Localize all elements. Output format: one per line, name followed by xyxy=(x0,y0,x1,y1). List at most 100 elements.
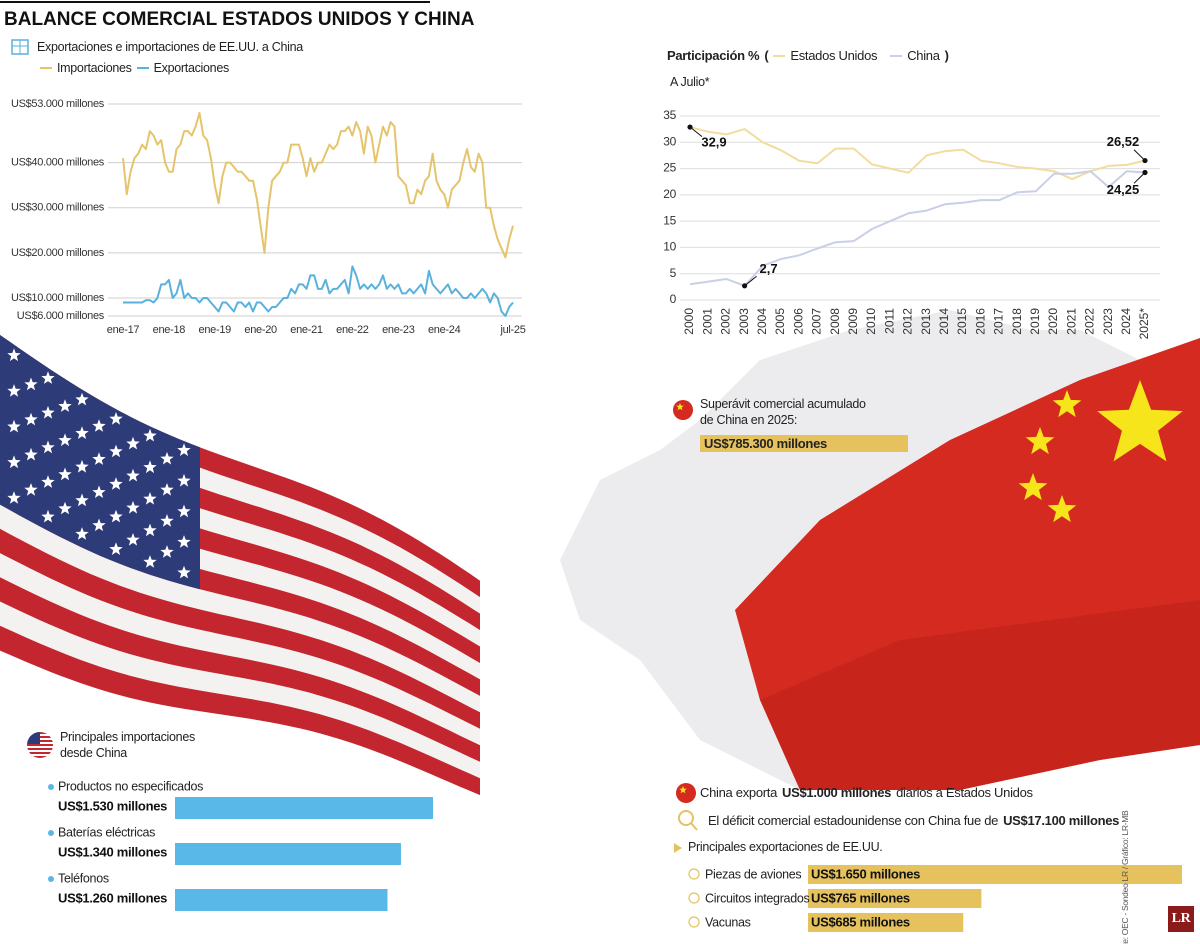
x-tick-label: 2025* xyxy=(1137,308,1151,340)
bar-chart-title: Principales exportaciones de EE.UU. xyxy=(688,840,883,854)
category-label: Piezas de aviones xyxy=(705,867,801,881)
flag-star xyxy=(143,492,157,505)
x-tick-label: 2023 xyxy=(1101,308,1115,335)
flag-star xyxy=(177,473,191,487)
deficit: El déficit comercial estadounidense con … xyxy=(708,813,1119,828)
legend: Importaciones Exportaciones xyxy=(40,61,229,75)
flag-star xyxy=(92,452,106,465)
y-tick-label: 25 xyxy=(663,161,676,175)
flag-star xyxy=(41,509,55,523)
icon-china xyxy=(676,783,696,803)
flag-star xyxy=(75,527,89,540)
legend-label: Estados Unidos xyxy=(790,48,878,63)
flag-star xyxy=(24,412,38,426)
y-tick-label: 35 xyxy=(663,108,676,122)
point-marker xyxy=(687,124,693,130)
data-label: 26,52 xyxy=(1107,134,1140,149)
text: El déficit comercial estadounidense con … xyxy=(708,813,999,828)
bar xyxy=(808,889,982,908)
item-icon xyxy=(688,892,700,904)
flag-star xyxy=(58,467,72,481)
flag-stripe xyxy=(0,504,480,713)
flag-star xyxy=(177,443,191,456)
title-text: Exportaciones e importaciones de EE.UU. … xyxy=(37,40,303,54)
text: diarios a Estados Unidos xyxy=(896,785,1033,800)
x-tick-label: 2001 xyxy=(700,308,714,335)
legend-swatch xyxy=(40,67,52,69)
flag-star xyxy=(41,371,55,384)
source: Fuente: OEC - Sondeo LR / Gráfico: LR-MB xyxy=(1120,810,1130,944)
item-icon xyxy=(688,868,700,880)
y-tick-label: US$30.000 millones xyxy=(11,202,105,214)
x-tick-label: 2009 xyxy=(846,308,860,335)
flag-star xyxy=(7,455,21,469)
x-tick-label: ene-21 xyxy=(290,324,323,336)
data-label: 24,25 xyxy=(1107,182,1140,197)
flag-star xyxy=(109,444,123,458)
legend-swatch xyxy=(136,67,149,69)
y-tick-label: US$20.000 millones xyxy=(11,247,105,259)
flag-star xyxy=(109,477,123,490)
flag-star xyxy=(126,468,140,482)
value-label: US$765 millones xyxy=(811,890,910,905)
line-series xyxy=(689,126,1146,181)
x-tick-label: 2017 xyxy=(992,308,1006,335)
line-series xyxy=(689,170,1146,287)
category-label: Productos no especificados xyxy=(58,779,203,793)
icon xyxy=(11,39,29,55)
legend-label: Exportaciones xyxy=(153,61,230,75)
icon-search xyxy=(678,810,694,826)
x-tick-label: ene-23 xyxy=(382,324,415,336)
flag-star xyxy=(1097,380,1183,462)
flag-star xyxy=(1025,427,1055,455)
flag-stripe xyxy=(0,335,480,598)
data-label: 2,7 xyxy=(760,261,778,276)
point-marker xyxy=(742,283,748,289)
bar xyxy=(175,843,401,865)
x-tick-label: 2024 xyxy=(1119,308,1133,335)
flag-stripe xyxy=(0,553,480,746)
legend: Participación % ( Estados Unidos China ) xyxy=(667,48,949,63)
flag-stripe xyxy=(0,601,480,779)
bracket: ) xyxy=(944,48,949,63)
value-label: US$1.530 millones xyxy=(58,798,167,813)
flag-china xyxy=(735,338,1200,790)
flag-star xyxy=(177,535,191,548)
icon-star xyxy=(676,403,684,411)
flag-star xyxy=(24,483,38,496)
flag-shade xyxy=(760,600,1200,790)
x-tick-label: 2016 xyxy=(973,308,987,335)
x-tick-label: 2005 xyxy=(773,308,787,335)
flag-star xyxy=(41,405,55,419)
x-tick-label: 2007 xyxy=(810,308,824,335)
flag-star xyxy=(177,565,191,579)
icon-china xyxy=(673,400,693,420)
x-tick-label: 2006 xyxy=(791,308,805,335)
flag-star xyxy=(160,451,174,465)
icon-search xyxy=(690,822,698,831)
flag-stripe xyxy=(0,407,480,647)
bracket: ( xyxy=(764,48,769,63)
text-bold: US$1.000 millones xyxy=(782,785,892,800)
logo: LR xyxy=(1168,906,1194,932)
x-tick-label: ene-17 xyxy=(107,324,140,336)
y-tick-label: 20 xyxy=(663,187,676,201)
chart-title: Exportaciones e importaciones de EE.UU. … xyxy=(10,37,303,57)
icon-stripe xyxy=(27,744,53,746)
text-bold: US$17.100 millones xyxy=(1003,813,1120,828)
point-marker xyxy=(1142,157,1148,164)
flag-star xyxy=(143,555,157,568)
flag-star xyxy=(75,493,89,507)
flag-star xyxy=(58,501,72,515)
legend-label: Importaciones xyxy=(57,61,132,75)
y-tick-label: 10 xyxy=(663,240,676,254)
flag-stripe xyxy=(0,625,480,796)
flag-star xyxy=(7,348,21,362)
page-title: BALANCE COMERCIAL ESTADOS UNIDOS Y CHINA xyxy=(4,9,475,30)
flag-star xyxy=(126,533,140,546)
x-tick-label: ene-24 xyxy=(428,324,461,336)
flag-star xyxy=(1047,495,1077,523)
flag-star xyxy=(177,504,191,518)
x-tick-label: 2010 xyxy=(864,308,878,335)
flag-star xyxy=(92,518,106,532)
